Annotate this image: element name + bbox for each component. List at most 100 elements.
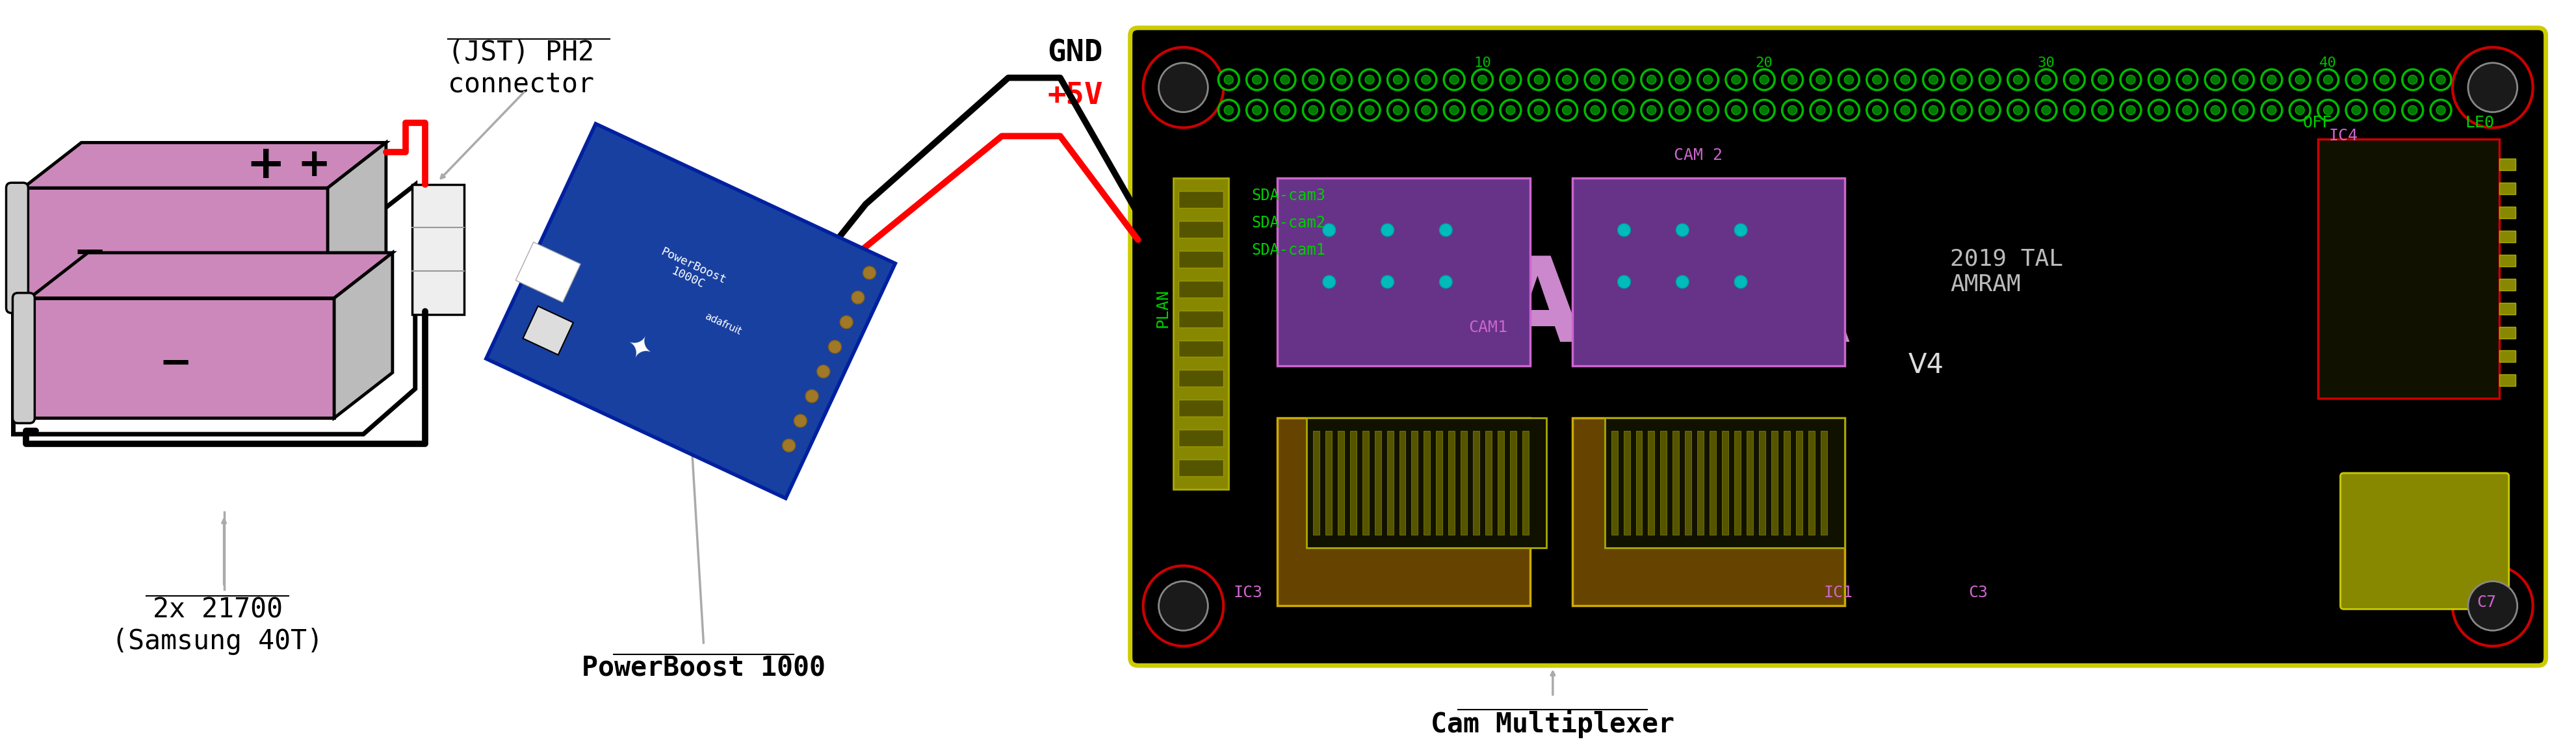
Circle shape bbox=[1896, 69, 1917, 90]
Circle shape bbox=[1440, 275, 1453, 289]
Text: V4: V4 bbox=[1909, 351, 1945, 379]
Circle shape bbox=[1450, 75, 1458, 84]
Circle shape bbox=[1332, 69, 1352, 90]
Circle shape bbox=[1440, 224, 1453, 236]
Circle shape bbox=[2035, 69, 2056, 90]
Circle shape bbox=[2092, 69, 2112, 90]
Circle shape bbox=[2014, 106, 2022, 115]
Circle shape bbox=[1337, 75, 1347, 84]
Circle shape bbox=[2432, 100, 2452, 121]
Text: +: + bbox=[245, 142, 286, 188]
Circle shape bbox=[2375, 100, 2396, 121]
Circle shape bbox=[1394, 106, 1401, 115]
Circle shape bbox=[2205, 69, 2226, 90]
Circle shape bbox=[2063, 69, 2084, 90]
Circle shape bbox=[2014, 75, 2022, 84]
Bar bbox=[1180, 251, 1224, 268]
Circle shape bbox=[1783, 69, 1803, 90]
Polygon shape bbox=[23, 188, 327, 308]
Bar bbox=[1278, 178, 1530, 366]
Circle shape bbox=[2043, 75, 2050, 84]
Bar bbox=[1649, 431, 1654, 535]
Circle shape bbox=[1674, 75, 1685, 84]
Circle shape bbox=[1958, 75, 1965, 84]
Circle shape bbox=[2437, 106, 2445, 115]
Circle shape bbox=[2043, 106, 2050, 115]
Circle shape bbox=[1417, 69, 1437, 90]
Bar bbox=[1605, 418, 1844, 548]
Circle shape bbox=[1618, 106, 1628, 115]
FancyBboxPatch shape bbox=[1131, 28, 2545, 665]
Text: C3: C3 bbox=[1968, 585, 1989, 601]
Bar bbox=[1698, 431, 1703, 535]
Circle shape bbox=[2148, 100, 2169, 121]
Circle shape bbox=[1811, 69, 1832, 90]
Bar bbox=[2499, 351, 2514, 363]
Circle shape bbox=[863, 266, 876, 279]
Circle shape bbox=[1734, 224, 1747, 236]
Circle shape bbox=[2468, 63, 2517, 112]
Circle shape bbox=[793, 414, 806, 427]
Text: (JST) PH2
connector: (JST) PH2 connector bbox=[448, 39, 595, 98]
Circle shape bbox=[1507, 106, 1515, 115]
Circle shape bbox=[1309, 106, 1319, 115]
Circle shape bbox=[1986, 75, 1994, 84]
Circle shape bbox=[2295, 75, 2306, 84]
Circle shape bbox=[1618, 75, 1628, 84]
Circle shape bbox=[783, 439, 796, 452]
Circle shape bbox=[2177, 69, 2197, 90]
Circle shape bbox=[1381, 515, 1394, 528]
Bar bbox=[1685, 431, 1692, 535]
Circle shape bbox=[2437, 75, 2445, 84]
Circle shape bbox=[1901, 106, 1909, 115]
Circle shape bbox=[1422, 75, 1430, 84]
Bar bbox=[1448, 431, 1455, 535]
Circle shape bbox=[1159, 63, 1208, 112]
Circle shape bbox=[1754, 100, 1775, 121]
Bar bbox=[1175, 178, 1229, 489]
Circle shape bbox=[1443, 100, 1466, 121]
Bar bbox=[1747, 431, 1754, 535]
Circle shape bbox=[2035, 100, 2056, 121]
Circle shape bbox=[1381, 224, 1394, 236]
Circle shape bbox=[2468, 581, 2517, 630]
Bar bbox=[1435, 431, 1443, 535]
Text: +: + bbox=[296, 146, 330, 184]
Circle shape bbox=[1759, 106, 1770, 115]
Circle shape bbox=[1896, 100, 1917, 121]
Circle shape bbox=[806, 389, 819, 403]
Bar bbox=[2499, 231, 2514, 242]
Circle shape bbox=[2092, 100, 2112, 121]
Circle shape bbox=[2403, 69, 2424, 90]
Text: PLAN: PLAN bbox=[1154, 288, 1170, 327]
Circle shape bbox=[2380, 106, 2388, 115]
Circle shape bbox=[1275, 69, 1296, 90]
Text: CAM1: CAM1 bbox=[1468, 319, 1507, 335]
Circle shape bbox=[2120, 100, 2141, 121]
Circle shape bbox=[1754, 69, 1775, 90]
Circle shape bbox=[2125, 75, 2136, 84]
Circle shape bbox=[2177, 100, 2197, 121]
Polygon shape bbox=[28, 298, 335, 418]
Circle shape bbox=[1929, 75, 1937, 84]
Bar bbox=[1623, 431, 1631, 535]
Circle shape bbox=[1844, 75, 1852, 84]
Polygon shape bbox=[23, 142, 386, 188]
Circle shape bbox=[2063, 100, 2084, 121]
Circle shape bbox=[2347, 69, 2367, 90]
Bar bbox=[1522, 431, 1528, 535]
Circle shape bbox=[1280, 75, 1291, 84]
Text: IC3: IC3 bbox=[1234, 585, 1262, 601]
Circle shape bbox=[1252, 75, 1262, 84]
Circle shape bbox=[1280, 106, 1291, 115]
Circle shape bbox=[1224, 106, 1234, 115]
FancyBboxPatch shape bbox=[2342, 473, 2509, 609]
Text: PowerBoost
1000C: PowerBoost 1000C bbox=[654, 246, 729, 298]
Bar bbox=[1821, 431, 1826, 535]
Bar bbox=[1734, 431, 1741, 535]
Circle shape bbox=[2210, 75, 2221, 84]
Polygon shape bbox=[523, 306, 574, 355]
Circle shape bbox=[1924, 100, 1945, 121]
Circle shape bbox=[1528, 69, 1548, 90]
Text: 30: 30 bbox=[2038, 57, 2056, 69]
